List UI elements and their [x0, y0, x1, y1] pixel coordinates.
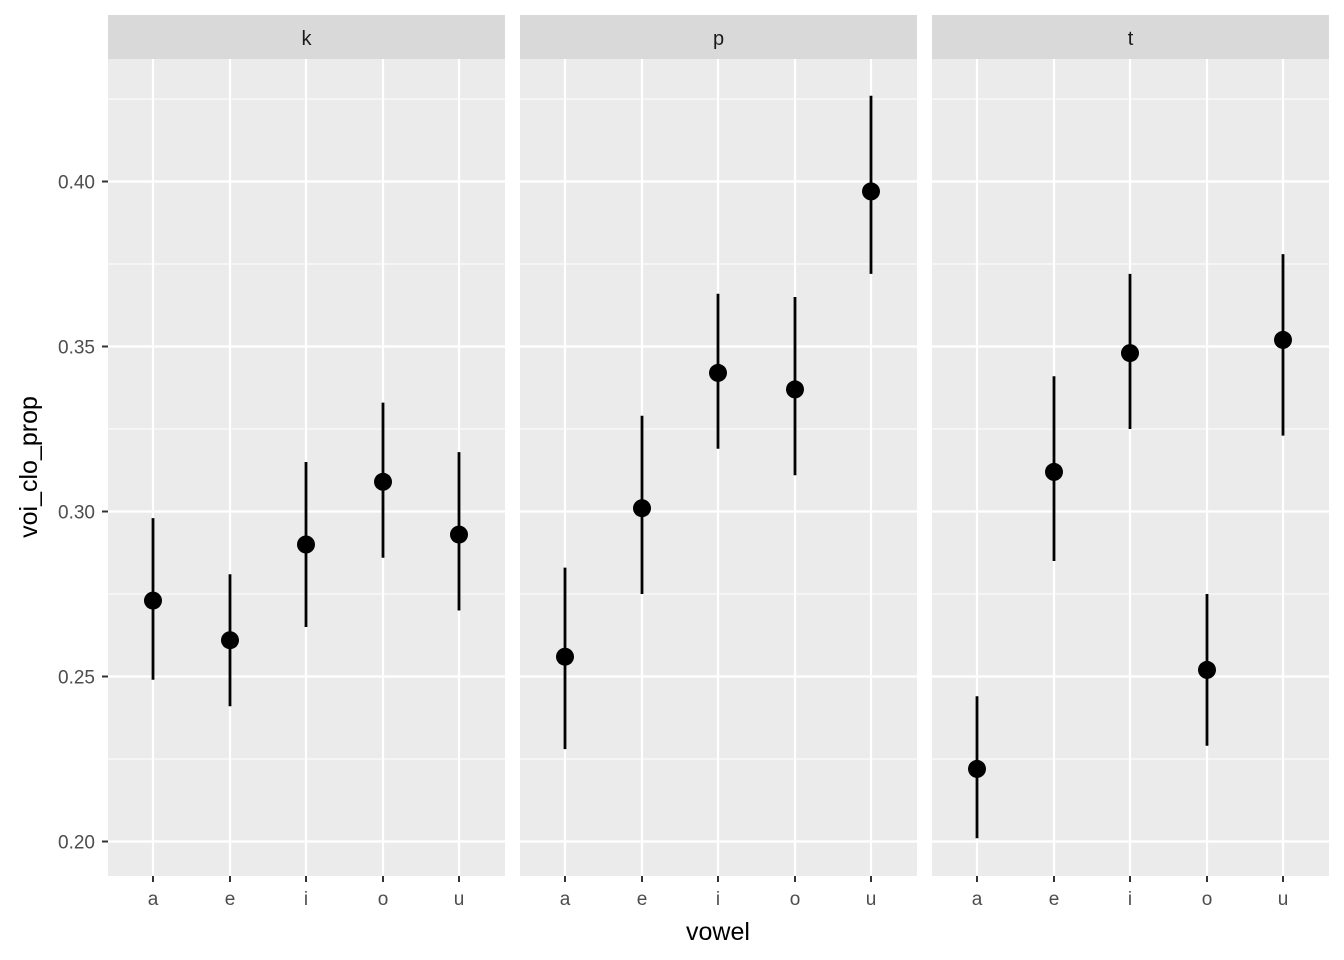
x-tick-label: o: [790, 889, 801, 910]
facet-panel-t: t a e i o u: [932, 15, 1329, 910]
x-tick-label: o: [1202, 889, 1213, 910]
y-tick-label: 0.30: [58, 503, 95, 524]
x-tick-label: a: [560, 889, 571, 910]
facet-strip: [108, 15, 505, 59]
x-tick-label: a: [148, 889, 159, 910]
data-point: [144, 591, 162, 610]
facet-panel-k: k a e i o u: [108, 15, 505, 910]
facet-strip-label: k: [302, 28, 313, 50]
data-point: [633, 499, 651, 518]
x-tick-label: e: [637, 889, 648, 910]
facet-strip: [932, 15, 1329, 59]
y-axis-title: voi_clo_prop: [15, 396, 43, 538]
x-tick-label: u: [1278, 889, 1289, 910]
x-tick-label: i: [716, 889, 720, 910]
facet-panel-p: p a e i o u: [520, 15, 917, 910]
data-point: [1198, 660, 1216, 679]
data-point: [1045, 462, 1063, 481]
data-point: [968, 759, 986, 778]
data-point: [374, 472, 392, 491]
x-tick-label: e: [1049, 889, 1060, 910]
y-tick-label: 0.40: [58, 173, 95, 194]
data-point: [297, 535, 315, 554]
x-tick-label: e: [225, 889, 236, 910]
data-point: [1121, 344, 1139, 363]
y-tick-label: 0.35: [58, 338, 95, 359]
y-tick-label: 0.20: [58, 833, 95, 854]
x-tick-label: a: [972, 889, 983, 910]
data-point: [709, 363, 727, 382]
facet-strip: [520, 15, 917, 59]
data-point: [786, 380, 804, 399]
x-tick-label: u: [454, 889, 465, 910]
data-point: [862, 182, 880, 201]
data-point: [1274, 330, 1292, 349]
panels-layer: k a e i o u p a e i o u t a e i o u: [108, 15, 1329, 910]
y-axis: 0.20 0.25 0.30 0.35 0.40: [58, 173, 108, 854]
facet-strip-label: t: [1128, 28, 1134, 50]
x-tick-label: i: [304, 889, 308, 910]
x-axis-title: vowel: [686, 918, 750, 946]
data-point: [450, 525, 468, 544]
x-tick-label: i: [1128, 889, 1132, 910]
facet-strip-label: p: [713, 28, 724, 50]
x-tick-label: o: [378, 889, 389, 910]
x-tick-label: u: [866, 889, 877, 910]
y-tick-label: 0.25: [58, 668, 95, 689]
data-point: [221, 631, 239, 650]
data-point: [556, 647, 574, 666]
